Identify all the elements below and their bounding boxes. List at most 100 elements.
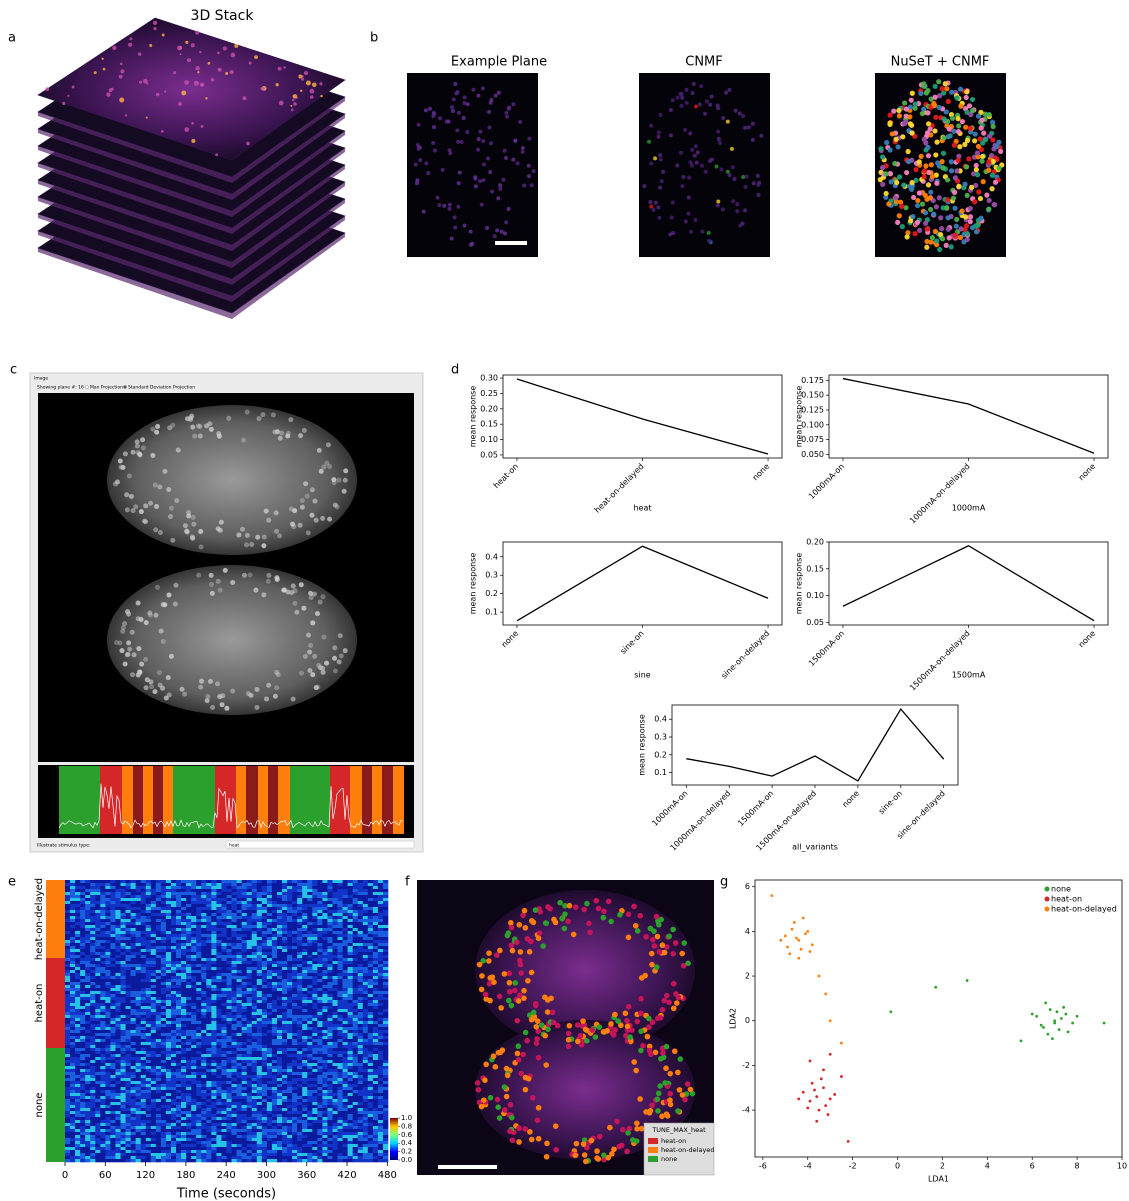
heatmap-texture (171, 940, 176, 943)
nucleus (318, 600, 323, 605)
heatmap-texture (136, 961, 141, 964)
heatmap-texture (267, 934, 272, 937)
heatmap-texture (348, 1015, 353, 1018)
heatmap-texture (322, 1042, 327, 1045)
heatmap-texture (353, 1042, 358, 1045)
heatmap-texture (186, 919, 191, 922)
heatmap-texture (247, 940, 252, 943)
heatmap-texture (196, 922, 201, 925)
heatmap-texture (383, 1006, 388, 1009)
heatmap-texture (363, 925, 368, 928)
dropdown[interactable] (226, 841, 414, 848)
heatmap-texture (227, 1063, 232, 1066)
heatmap-texture (317, 1051, 322, 1054)
heatmap-texture (95, 970, 100, 973)
heatmap-texture (216, 940, 221, 943)
heatmap-texture (121, 985, 126, 988)
heatmap-texture (105, 1006, 110, 1009)
heatmap-texture (257, 1045, 262, 1048)
heatmap-texture (191, 904, 196, 907)
heatmap-texture (211, 934, 216, 937)
heatmap-texture (232, 937, 237, 940)
heatmap-texture (348, 961, 353, 964)
heatmap-texture (358, 910, 363, 913)
heatmap-texture (186, 949, 191, 952)
cell (945, 197, 950, 202)
heatmap-texture (131, 919, 136, 922)
cell (710, 158, 714, 162)
heatmap-texture (257, 919, 262, 922)
heatmap-texture (257, 991, 262, 994)
heatmap-texture (141, 1036, 146, 1039)
heatmap-texture (358, 907, 363, 910)
heatmap-texture (277, 904, 282, 907)
cell (975, 172, 980, 177)
heatmap-texture (322, 1033, 327, 1036)
heatmap-texture (312, 946, 317, 949)
heatmap-texture (75, 1048, 80, 1051)
heatmap-texture (90, 925, 95, 928)
heatmap-texture (166, 931, 171, 934)
heatmap-texture (242, 910, 247, 913)
heatmap-texture (115, 979, 120, 982)
heatmap-texture (307, 1018, 312, 1021)
stack-cell (184, 127, 189, 132)
heatmap-texture (383, 1027, 388, 1030)
heatmap-texture (70, 931, 75, 934)
cell (957, 144, 962, 149)
heatmap-texture (206, 907, 211, 910)
heatmap-texture (322, 880, 327, 883)
cell (979, 125, 984, 130)
heatmap-texture (176, 1048, 181, 1051)
cell (743, 126, 747, 130)
heatmap-texture (216, 1036, 221, 1039)
heatmap-texture (126, 1033, 131, 1036)
heatmap-texture (338, 1006, 343, 1009)
nucleus (162, 602, 167, 607)
heatmap-texture (327, 961, 332, 964)
heatmap-texture (151, 961, 156, 964)
heatmap-texture (221, 916, 226, 919)
heatmap-texture (191, 928, 196, 931)
cell (918, 91, 923, 96)
nucleus (274, 510, 279, 515)
heatmap-texture (70, 892, 75, 895)
nucleus (317, 448, 322, 453)
heatmap-texture (353, 976, 358, 979)
heatmap-texture (75, 973, 80, 976)
stack-cell (319, 82, 322, 85)
heatmap-texture (292, 1051, 297, 1054)
heatmap-texture (161, 1051, 166, 1054)
heatmap-texture (211, 940, 216, 943)
cell (924, 245, 929, 250)
heatmap-texture (267, 901, 272, 904)
heatmap-texture (307, 1054, 312, 1057)
heatmap-texture (126, 994, 131, 997)
heatmap-texture (216, 994, 221, 997)
heatmap-texture (146, 916, 151, 919)
heatmap-texture (131, 1027, 136, 1030)
heatmap-texture (257, 907, 262, 910)
nucleus (266, 573, 271, 578)
heatmap-texture (100, 958, 105, 961)
heatmap-texture (85, 883, 90, 886)
nucleus (332, 656, 337, 661)
heatmap-texture (332, 931, 337, 934)
heatmap-texture (343, 988, 348, 991)
nucleus (143, 657, 148, 662)
heatmap-texture (272, 925, 277, 928)
cell (978, 216, 983, 221)
heatmap-texture (181, 931, 186, 934)
heatmap-texture (181, 985, 186, 988)
heatmap-texture (332, 958, 337, 961)
nucleus (343, 468, 348, 473)
heatmap-texture (186, 1054, 191, 1057)
heatmap-texture (227, 1054, 232, 1057)
heatmap-texture (297, 955, 302, 958)
heatmap-texture (332, 892, 337, 895)
nucleus (191, 522, 196, 527)
cell (521, 150, 525, 154)
heatmap-texture (80, 1006, 85, 1009)
heatmap-texture (181, 904, 186, 907)
heatmap-texture (110, 1024, 115, 1027)
